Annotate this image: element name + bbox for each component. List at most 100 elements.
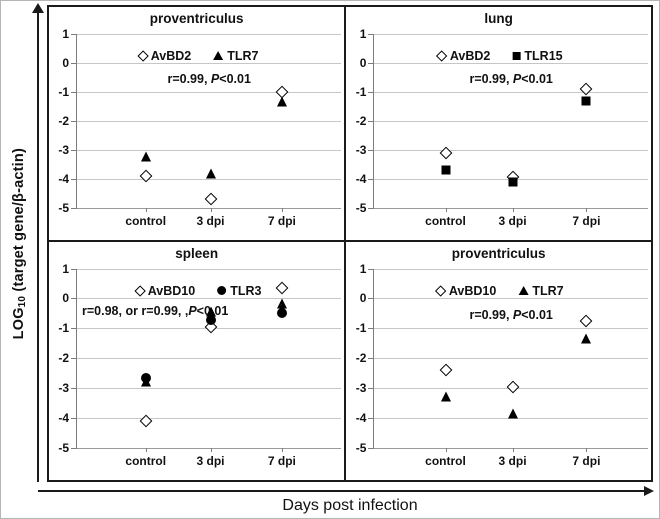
annotation-pre: r=0.99, — [469, 308, 513, 323]
gridline — [77, 358, 342, 360]
legend-item: TLR3 — [217, 284, 261, 298]
legend-item: TLR7 — [213, 48, 259, 63]
x-tick-mark — [586, 447, 588, 452]
y-tick-label: -1 — [355, 84, 367, 99]
legend-item: AvBD2 — [436, 49, 490, 63]
y-tick-label: 0 — [359, 291, 367, 306]
marker-diamond-open — [139, 414, 153, 428]
y-tick-mark — [71, 178, 77, 180]
marker-triangle-filled — [581, 333, 592, 344]
y-axis-label-main: LOG — [10, 307, 27, 340]
y-tick-label: -4 — [355, 171, 367, 186]
legend-label: TLR15 — [524, 48, 563, 63]
y-tick-label: -5 — [355, 440, 367, 455]
gridline — [77, 298, 342, 300]
x-tick-label: 3 dpi — [196, 453, 225, 468]
y-tick-mark — [71, 149, 77, 151]
gridline — [374, 418, 648, 420]
y-tick-label: -5 — [58, 200, 69, 215]
y-tick-label: 1 — [62, 27, 69, 41]
y-tick-label: -5 — [58, 440, 69, 455]
panel-title: proventriculus — [451, 245, 546, 261]
annotation-post: <0.01 — [521, 72, 553, 87]
gridline — [77, 120, 342, 122]
y-tick-mark — [368, 34, 375, 35]
y-tick-mark — [71, 388, 77, 390]
y-tick-mark — [368, 91, 375, 93]
gridline — [77, 388, 342, 390]
marker-square-filled — [441, 165, 450, 175]
y-tick-label: -3 — [58, 142, 69, 157]
panel-title: lung — [484, 11, 513, 26]
annotation-p-symbol: P — [188, 303, 197, 318]
x-tick-mark — [281, 207, 283, 212]
annotation-p-symbol: P — [512, 308, 522, 323]
marker-circle-filled — [276, 308, 287, 319]
y-tick-mark — [71, 62, 77, 64]
y-tick-mark — [71, 418, 77, 420]
legend: AvBD10 TLR3 — [134, 283, 261, 298]
y-tick-label: -2 — [355, 113, 367, 128]
gridline — [77, 149, 342, 151]
marker-circle-filled — [140, 372, 151, 383]
y-axis-arrow-line — [37, 11, 39, 482]
y-tick-mark — [368, 268, 375, 270]
y-tick-label: 0 — [62, 55, 69, 70]
y-tick-label: 0 — [62, 291, 69, 306]
y-tick-mark — [368, 358, 375, 360]
annotation-p-symbol: P — [210, 72, 220, 87]
correlation-annotation: r=0.98, or r=0.99, ,P<0.01 — [82, 304, 228, 318]
correlation-annotation: r=0.99, P<0.01 — [374, 308, 648, 322]
x-tick-mark — [145, 447, 147, 452]
marker-diamond-open — [439, 146, 452, 159]
y-tick-mark — [71, 298, 77, 300]
x-tick-label: control — [425, 213, 466, 228]
gridline — [77, 91, 342, 93]
legend-label: TLR3 — [230, 283, 262, 298]
y-tick-label: -4 — [355, 411, 367, 426]
y-tick-mark — [368, 447, 375, 449]
legend-label: TLR7 — [227, 48, 259, 63]
x-tick-label: control — [125, 453, 167, 468]
y-tick-mark — [368, 120, 375, 122]
y-tick-mark — [368, 178, 375, 180]
gridline — [374, 358, 648, 360]
y-tick-mark — [71, 120, 77, 122]
marker-triangle-filled — [276, 96, 287, 107]
y-axis-label-subscript: 10 — [16, 295, 28, 308]
gridline — [77, 178, 342, 180]
y-axis-label-area: LOG10 (target gene/β-actin) — [2, 5, 36, 482]
x-tick-mark — [210, 447, 212, 452]
correlation-annotation: r=0.99, P<0.01 — [77, 72, 341, 86]
plot-area: 1 0 -1 -2 -3 -4 -5 control 3 dpi 7 dpi AvBD2 TLR15 r… — [356, 27, 648, 228]
panel-title: proventriculus — [149, 11, 244, 26]
marker-square-filled — [508, 177, 518, 187]
x-tick-mark — [145, 207, 147, 212]
y-tick-mark — [368, 149, 375, 151]
panel-proventriculus: proventriculus 1 0 -1 -2 -3 -4 -5 control 3 dpi 7 … — [49, 7, 347, 242]
x-axis-arrowhead-icon — [644, 486, 654, 496]
annotation-p-symbol: P — [512, 72, 522, 87]
gridline — [374, 34, 648, 35]
y-tick-label: -1 — [58, 84, 69, 99]
annotation-pre: r=0.99, — [469, 72, 513, 87]
y-tick-label: -1 — [58, 321, 69, 336]
legend-item: TLR7 — [518, 284, 564, 298]
y-tick-mark — [71, 328, 77, 330]
gridline — [374, 328, 648, 330]
legend-label: AvBD2 — [150, 48, 192, 63]
x-axis-arrow-line — [38, 490, 644, 492]
x-axis-label: Days post infection — [282, 497, 418, 514]
y-tick-label: -4 — [58, 171, 69, 186]
marker-triangle-filled — [140, 151, 151, 162]
x-tick-label: 7 dpi — [267, 453, 296, 468]
plot-area: 1 0 -1 -2 -3 -4 -5 control 3 dpi 7 dpi AvBD10 TLR7 r… — [356, 262, 648, 468]
marker-triangle-filled — [205, 168, 216, 179]
marker-triangle-filled — [205, 306, 216, 317]
y-tick-mark — [368, 418, 375, 420]
legend-item: AvBD10 — [435, 284, 496, 298]
y-tick-mark — [71, 34, 77, 35]
legend-label: AvBD10 — [147, 283, 196, 298]
y-tick-label: -1 — [355, 321, 367, 336]
